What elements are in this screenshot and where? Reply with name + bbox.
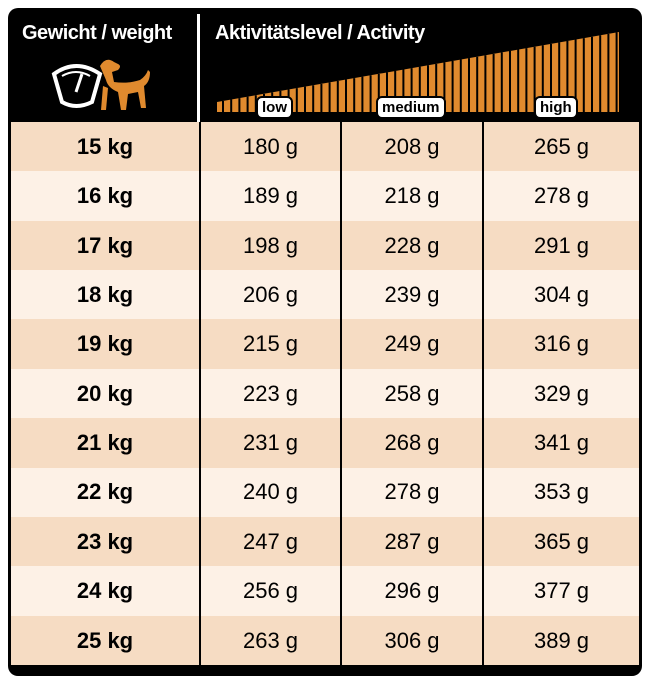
amount-cell: 316 g [482, 319, 639, 370]
amount-cell: 291 g [482, 220, 639, 271]
weight-cell: 17 kg [76, 232, 134, 258]
amount-cell: 353 g [482, 467, 639, 518]
amount-cell: 223 g [199, 368, 340, 419]
table-row: 16 kg 189 g 218 g 278 g [11, 171, 639, 222]
amount-cell: 341 g [482, 418, 639, 469]
amount-cell: 258 g [340, 368, 482, 419]
weight-cell: 22 kg [76, 479, 134, 505]
weight-cell: 25 kg [76, 627, 134, 653]
level-label: medium [376, 96, 446, 119]
amount-cell: 256 g [199, 566, 340, 617]
amount-cell: 218 g [340, 171, 482, 222]
table-row: 24 kg 256 g 296 g 377 g [11, 566, 639, 617]
amount-cell: 198 g [199, 220, 340, 271]
header-divider [197, 14, 200, 130]
amount-cell: 304 g [482, 270, 639, 320]
amount-cell: 389 g [482, 615, 639, 666]
amount-cell: 249 g [340, 319, 482, 370]
table-row: 21 kg 231 g 268 g 341 g [11, 418, 639, 469]
scale-dog-icon [51, 59, 150, 110]
amount-cell: 247 g [199, 516, 340, 567]
level-label: high [534, 96, 578, 119]
weight-cell: 18 kg [76, 282, 134, 307]
amount-cell: 278 g [340, 467, 482, 518]
amount-cell: 263 g [199, 615, 340, 666]
table-row: 20 kg 223 g 258 g 329 g [11, 368, 639, 419]
amount-cell: 231 g [199, 418, 340, 469]
table-row: 23 kg 247 g 287 g 365 g [11, 516, 639, 567]
amount-cell: 180 g [199, 122, 340, 172]
amount-cell: 278 g [482, 171, 639, 222]
amount-cell: 377 g [482, 566, 639, 617]
amount-cell: 208 g [340, 122, 482, 172]
amount-cell: 228 g [340, 220, 482, 271]
weight-cell: 23 kg [76, 528, 134, 554]
weight-cell: 16 kg [76, 183, 134, 209]
weight-cell: 21 kg [76, 430, 134, 456]
amount-cell: 239 g [340, 270, 482, 320]
table-row: 22 kg 240 g 278 g 353 g [11, 467, 639, 518]
weight-cell: 15 kg [76, 133, 134, 159]
level-label: low [256, 96, 293, 119]
weight-cell: 19 kg [76, 331, 134, 357]
table-row: 25 kg 263 g 306 g 389 g [11, 615, 639, 666]
amount-cell: 189 g [199, 171, 340, 222]
table-row: 15 kg 180 g 208 g 265 g [11, 122, 639, 172]
weight-cell: 24 kg [76, 578, 134, 604]
activity-header: Aktivitätslevel / Activity [215, 22, 425, 44]
amount-cell: 240 g [199, 467, 340, 518]
amount-cell: 306 g [340, 615, 482, 666]
amount-cell: 268 g [340, 418, 482, 469]
weight-header: Gewicht / weight [22, 22, 172, 44]
amount-cell: 296 g [340, 566, 482, 617]
amount-cell: 329 g [482, 368, 639, 419]
feeding-table: Gewicht / weight Aktivitätslevel / Activ… [8, 8, 642, 676]
table-row: 18 kg 206 g 239 g 304 g [11, 270, 639, 320]
table-row: 19 kg 215 g 249 g 316 g [11, 319, 639, 370]
table-row: 17 kg 198 g 228 g 291 g [11, 220, 639, 271]
amount-cell: 265 g [482, 122, 639, 172]
amount-cell: 206 g [199, 270, 340, 320]
amount-cell: 365 g [482, 516, 639, 567]
amount-cell: 215 g [199, 319, 340, 370]
weight-cell: 20 kg [76, 380, 134, 406]
amount-cell: 287 g [340, 516, 482, 567]
